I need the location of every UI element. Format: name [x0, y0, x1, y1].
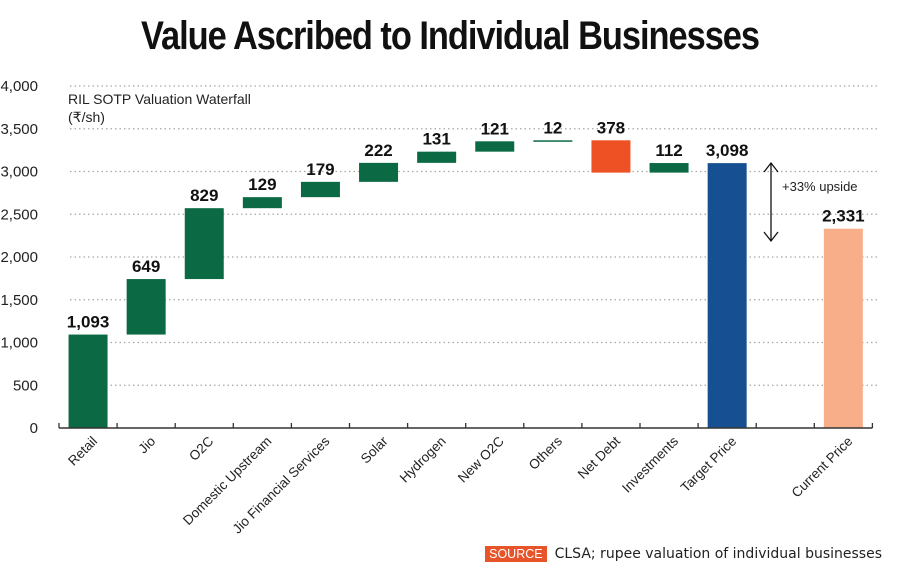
y-tick-label: 3,500 — [0, 121, 38, 138]
bar-others — [533, 140, 573, 142]
bar-retail — [68, 334, 108, 428]
bar-o2c — [184, 208, 224, 280]
value-label: 3,098 — [706, 141, 749, 160]
value-label: 12 — [543, 118, 562, 137]
y-axis-ticks: 0 500 1,000 1,500 2,000 2,500 3,000 3,500 4,000 — [0, 78, 38, 437]
bar-jio-financial-services — [300, 181, 340, 198]
y-tick-label: 2,500 — [0, 206, 38, 223]
bar-net-debt — [591, 140, 631, 173]
bars — [68, 140, 863, 428]
value-label: 121 — [481, 119, 509, 138]
value-label: 179 — [306, 160, 334, 179]
value-label: 129 — [248, 175, 276, 194]
x-label: New O2C — [455, 433, 507, 485]
upside-label: +33% upside — [782, 179, 858, 194]
x-label: Jio Financial Services — [230, 433, 333, 536]
x-label: Current Price — [789, 434, 856, 501]
bar-domestic-upstream — [242, 197, 282, 209]
value-label: 1,093 — [67, 313, 110, 332]
x-label: Target Price — [678, 434, 740, 496]
value-label: 222 — [364, 141, 392, 160]
bar-current-price — [823, 228, 863, 428]
bar-jio — [126, 279, 166, 335]
y-tick-label: 4,000 — [0, 78, 38, 95]
x-label: Investments — [619, 433, 681, 495]
value-label: 131 — [422, 130, 450, 149]
y-tick-label: 2,000 — [0, 249, 38, 266]
value-label: 112 — [655, 141, 682, 160]
x-label: Retail — [65, 434, 100, 469]
y-tick-label: 3,000 — [0, 164, 38, 181]
value-label: 378 — [597, 118, 625, 137]
y-tick-label: 1,500 — [0, 292, 38, 309]
source-note: SOURCE CLSA; rupee valuation of individu… — [485, 546, 882, 562]
bar-solar — [359, 162, 399, 182]
value-label: 2,331 — [822, 207, 865, 226]
bar-investments — [649, 163, 689, 173]
x-label: Jio — [135, 434, 158, 457]
value-label: 829 — [190, 186, 218, 205]
arrow-head-down-icon — [763, 231, 779, 243]
value-labels: 1,093 649 829 129 179 222 131 121 12 378 112 3,098 2… — [67, 118, 865, 331]
arrow-head-up-icon — [763, 161, 779, 173]
bar-hydrogen — [417, 151, 457, 163]
upside-annotation: +33% upside — [763, 161, 858, 243]
source-badge: SOURCE — [485, 546, 547, 562]
bar-new-o2c — [475, 141, 515, 152]
x-label: Net Debt — [575, 433, 623, 481]
x-label: O2C — [186, 433, 216, 463]
x-label: Others — [526, 433, 565, 472]
x-axis — [58, 423, 874, 429]
value-label: 649 — [132, 257, 160, 276]
x-label: Solar — [358, 433, 391, 466]
unit-label: (₹/sh) — [68, 109, 105, 125]
y-tick-label: 1,000 — [0, 335, 38, 352]
y-tick-label: 0 — [30, 420, 38, 437]
chart-subtitle: RIL SOTP Valuation Waterfall — [68, 91, 251, 107]
y-tick-label: 500 — [13, 377, 38, 394]
bar-target-price — [707, 163, 747, 428]
source-text: CLSA; rupee valuation of individual busi… — [554, 546, 882, 562]
chart-title: Value Ascribed to Individual Businesses — [140, 14, 760, 58]
x-label: Hydrogen — [397, 434, 449, 486]
